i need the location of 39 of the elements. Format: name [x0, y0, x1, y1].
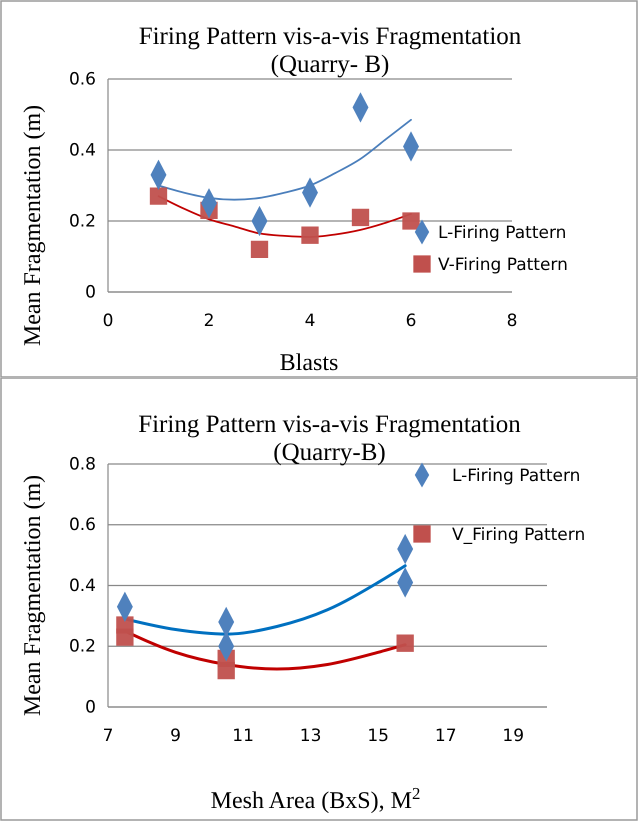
- y-tick-label: 0.8: [68, 454, 96, 474]
- x-tick-label: 7: [102, 726, 114, 746]
- x-axis-title: Blasts: [280, 350, 338, 376]
- y-tick-label: 0.2: [68, 636, 96, 657]
- chart-title: Firing Pattern vis-a-vis Fragmentation (Quarry- B): [138, 23, 522, 78]
- point: [402, 212, 420, 230]
- point: [396, 634, 414, 652]
- y-tick-label: 0.2: [68, 211, 96, 232]
- point: [150, 187, 168, 205]
- x-tick-label: 13: [300, 726, 322, 746]
- y-tick-label: 0: [85, 697, 96, 718]
- y-tick-label: 0.4: [68, 576, 96, 596]
- point: [301, 226, 319, 244]
- x-tick-label: 9: [170, 726, 181, 746]
- x-tick-label: 6: [406, 311, 416, 332]
- x-tick-label: 8: [506, 311, 518, 332]
- y-axis-title: Mean Fragmentation (m): [20, 474, 46, 716]
- x-tick-label: 0: [102, 311, 114, 332]
- legend-label: V-Firing Pattern: [438, 255, 568, 275]
- y-tick-label: 0.4: [68, 140, 96, 160]
- y-tick-label: 0: [85, 282, 96, 302]
- x-tick-label: 2: [204, 311, 214, 332]
- x-tick-label: 4: [304, 311, 316, 332]
- legend-label: L-Firing Pattern: [452, 466, 580, 486]
- point: [218, 662, 235, 680]
- x-tick-label: 11: [232, 726, 254, 746]
- point: [352, 208, 370, 226]
- point: [250, 240, 268, 258]
- legend-label: V_Firing Pattern: [452, 525, 586, 545]
- x-tick-label: 19: [502, 726, 524, 746]
- x-axis-title: Mesh Area (BxS), M$^{2}$: [210, 784, 420, 814]
- x-tick-label: 15: [367, 726, 389, 746]
- legend-label: L-Firing Pattern: [438, 223, 566, 243]
- point: [116, 628, 134, 646]
- y-axis-title: Mean Fragmentation (m): [20, 104, 46, 346]
- chart-title: Firing Pattern vis-a-vis Fragmentation (Quarry-B): [138, 411, 522, 466]
- y-tick-label: 0.6: [68, 69, 96, 90]
- y-tick-label: 0.6: [68, 515, 96, 536]
- x-tick-label: 17: [434, 726, 457, 746]
